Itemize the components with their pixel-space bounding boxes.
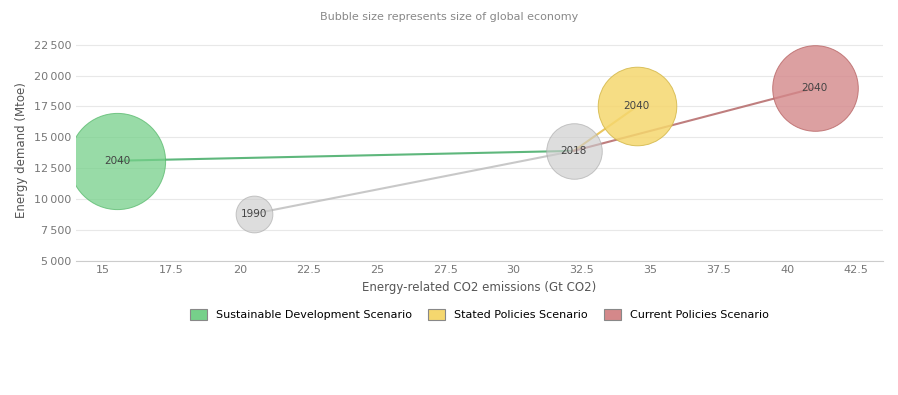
Point	[629, 103, 644, 110]
Text: 2018: 2018	[560, 146, 587, 156]
Text: Bubble size represents size of global economy: Bubble size represents size of global ec…	[320, 12, 578, 22]
Text: 2040: 2040	[802, 83, 828, 93]
Point	[807, 85, 822, 91]
Legend: Sustainable Development Scenario, Stated Policies Scenario, Current Policies Sce: Sustainable Development Scenario, Stated…	[185, 303, 774, 326]
Text: 2040: 2040	[104, 156, 130, 166]
Point	[567, 148, 581, 154]
Text: 2040: 2040	[623, 102, 650, 111]
Y-axis label: Energy demand (Mtoe): Energy demand (Mtoe)	[15, 82, 28, 218]
Point	[247, 211, 261, 217]
X-axis label: Energy-related CO2 emissions (Gt CO2): Energy-related CO2 emissions (Gt CO2)	[362, 281, 596, 294]
Text: 1990: 1990	[241, 209, 267, 219]
Point	[110, 158, 124, 164]
